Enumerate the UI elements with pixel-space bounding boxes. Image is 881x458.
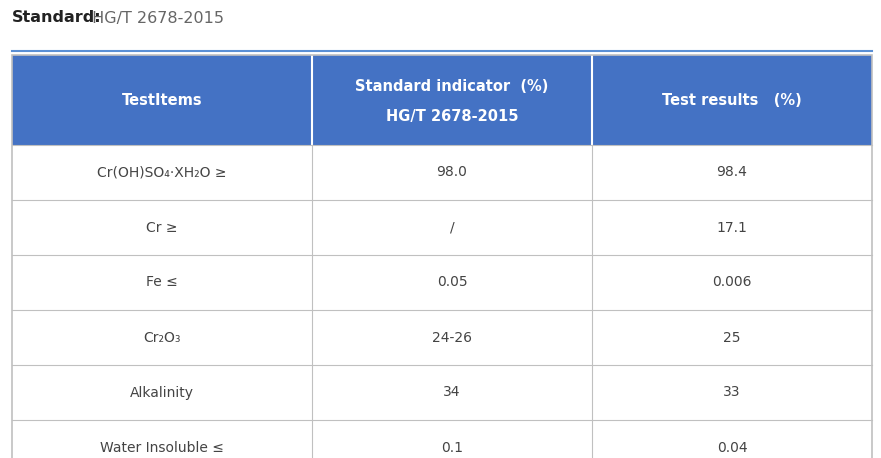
Text: HG/T 2678-2015: HG/T 2678-2015: [87, 11, 224, 26]
Text: Standard:: Standard:: [12, 11, 101, 26]
Text: Test results   (%): Test results (%): [663, 93, 802, 108]
Text: /: /: [449, 220, 455, 234]
Text: 0.1: 0.1: [441, 441, 463, 454]
Text: 0.04: 0.04: [716, 441, 747, 454]
Text: 17.1: 17.1: [716, 220, 747, 234]
Text: 98.0: 98.0: [437, 165, 468, 180]
Text: 34: 34: [443, 386, 461, 399]
Text: Cr(OH)SO₄·XH₂O ≥: Cr(OH)SO₄·XH₂O ≥: [97, 165, 226, 180]
Text: 0.006: 0.006: [712, 276, 751, 289]
Text: 24-26: 24-26: [432, 331, 472, 344]
Text: TestItems: TestItems: [122, 93, 203, 108]
Text: Water Insoluble ≤: Water Insoluble ≤: [100, 441, 224, 454]
Text: Alkalinity: Alkalinity: [130, 386, 194, 399]
Text: Cr ≥: Cr ≥: [146, 220, 178, 234]
Text: 25: 25: [723, 331, 741, 344]
Text: 33: 33: [723, 386, 741, 399]
Text: Cr₂O₃: Cr₂O₃: [144, 331, 181, 344]
Text: Standard indicator  (%): Standard indicator (%): [355, 79, 549, 94]
Text: Fe ≤: Fe ≤: [146, 276, 178, 289]
Text: HG/T 2678-2015: HG/T 2678-2015: [386, 109, 518, 124]
Text: 98.4: 98.4: [716, 165, 747, 180]
Text: 0.05: 0.05: [437, 276, 467, 289]
